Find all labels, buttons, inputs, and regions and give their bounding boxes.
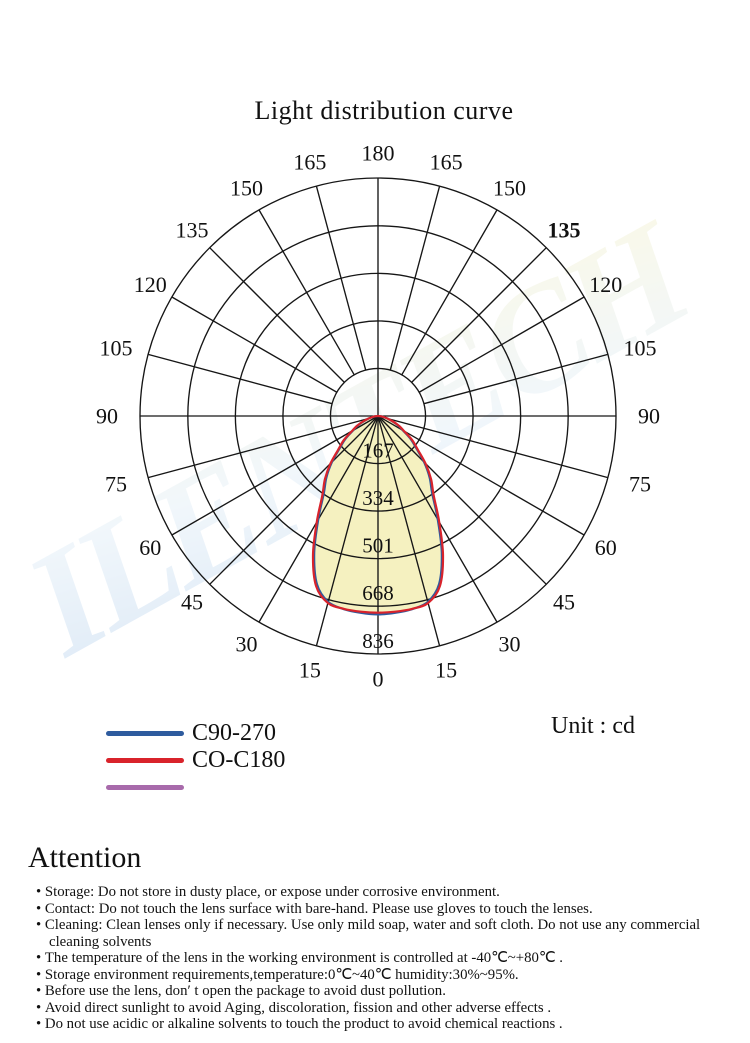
- grid-spoke-upper: [209, 247, 345, 383]
- legend-label: C90-270: [192, 720, 276, 746]
- grid-spoke-upper: [411, 247, 547, 383]
- grid-spoke-lower: [315, 415, 379, 647]
- grid-spoke-lower: [377, 415, 547, 585]
- attention-item: Before use the lens, don′ t open the pac…: [36, 983, 720, 1000]
- legend-line-purple: [106, 785, 184, 790]
- angle-label-165-left: 165: [293, 149, 326, 174]
- attention-list: Storage: Do not store in dusty place, or…: [28, 884, 720, 1033]
- attention-item: Avoid direct sunlight to avoid Aging, di…: [36, 1000, 720, 1017]
- grid-spoke-upper: [315, 185, 367, 371]
- attention-item: Do not use acidic or alkaline solvents t…: [36, 1016, 720, 1033]
- angle-label-45-left: 45: [181, 589, 203, 614]
- angle-label-30-right: 30: [499, 631, 521, 656]
- ring-label-167: 167: [362, 439, 394, 463]
- angle-label-165-right: 165: [430, 149, 463, 174]
- attention-heading: Attention: [28, 841, 142, 874]
- angle-label-15-right: 15: [435, 658, 457, 683]
- grid-spoke-lower: [377, 415, 609, 479]
- angle-label-180: 180: [362, 141, 395, 166]
- ring-label-668: 668: [362, 581, 394, 605]
- grid-spoke-upper: [389, 185, 441, 371]
- attention-item: Storage: Do not store in dusty place, or…: [36, 884, 720, 901]
- angle-label-120-left: 120: [134, 272, 167, 297]
- grid-spoke-lower: [209, 415, 379, 585]
- angle-label-150-left: 150: [230, 176, 263, 201]
- attention-item: Contact: Do not touch the lens surface w…: [36, 901, 720, 918]
- angle-label-15-left: 15: [299, 658, 321, 683]
- angle-label-135-left: 135: [176, 218, 209, 243]
- polar-light-distribution-chart: ILENTECH16733450166883601515303045456060…: [0, 141, 720, 692]
- grid-spoke-lower: [377, 415, 585, 536]
- angle-label-150-right: 150: [493, 176, 526, 201]
- unit-label: Unit : cd: [551, 713, 635, 739]
- attention-item: Cleaning: Clean lenses only if necessary…: [36, 917, 720, 950]
- legend-line-red: [106, 758, 184, 763]
- grid-spoke-lower: [171, 415, 379, 536]
- angle-label-105-left: 105: [99, 335, 132, 360]
- attention-item: The temperature of the lens in the worki…: [36, 950, 720, 967]
- angle-label-30-left: 30: [236, 631, 258, 656]
- attention-section: Attention Storage: Do not store in dusty…: [28, 841, 734, 1033]
- angle-label-75-right: 75: [629, 472, 651, 497]
- grid-spoke-upper: [423, 353, 609, 405]
- grid-spoke-upper: [258, 209, 355, 376]
- grid-spoke-upper: [171, 296, 338, 393]
- legend-line-blue: [106, 731, 184, 736]
- attention-item: Storage environment requirements,tempera…: [36, 967, 720, 984]
- legend-label: CO-C180: [192, 747, 286, 773]
- grid-spoke-upper: [401, 209, 498, 376]
- angle-label-45-right: 45: [553, 589, 575, 614]
- grid-spoke-upper: [147, 353, 333, 405]
- legend-item-co-c180: CO-C180: [106, 747, 285, 774]
- angle-label-0: 0: [373, 667, 384, 692]
- angle-label-90-right: 90: [638, 404, 660, 429]
- ring-label-334: 334: [362, 486, 394, 510]
- grid-spoke-lower: [377, 415, 441, 647]
- ring-label-836: 836: [362, 629, 394, 653]
- curve-co-c180: [311, 414, 445, 614]
- ring-label-501: 501: [362, 534, 394, 558]
- legend-item-unlabeled: [106, 774, 192, 801]
- angle-label-90-left: 90: [96, 404, 118, 429]
- angle-label-60-left: 60: [139, 535, 161, 560]
- legend-item-c90-270: C90-270: [106, 720, 276, 747]
- angle-label-60-right: 60: [595, 535, 617, 560]
- page-title: Light distribution curve: [254, 96, 514, 125]
- angle-label-120-right: 120: [589, 272, 622, 297]
- angle-label-135-right: 135: [547, 218, 580, 243]
- angle-label-105-right: 105: [624, 335, 657, 360]
- grid-spoke-lower: [147, 415, 379, 479]
- angle-label-75-left: 75: [105, 472, 127, 497]
- grid-spoke-upper: [418, 296, 585, 393]
